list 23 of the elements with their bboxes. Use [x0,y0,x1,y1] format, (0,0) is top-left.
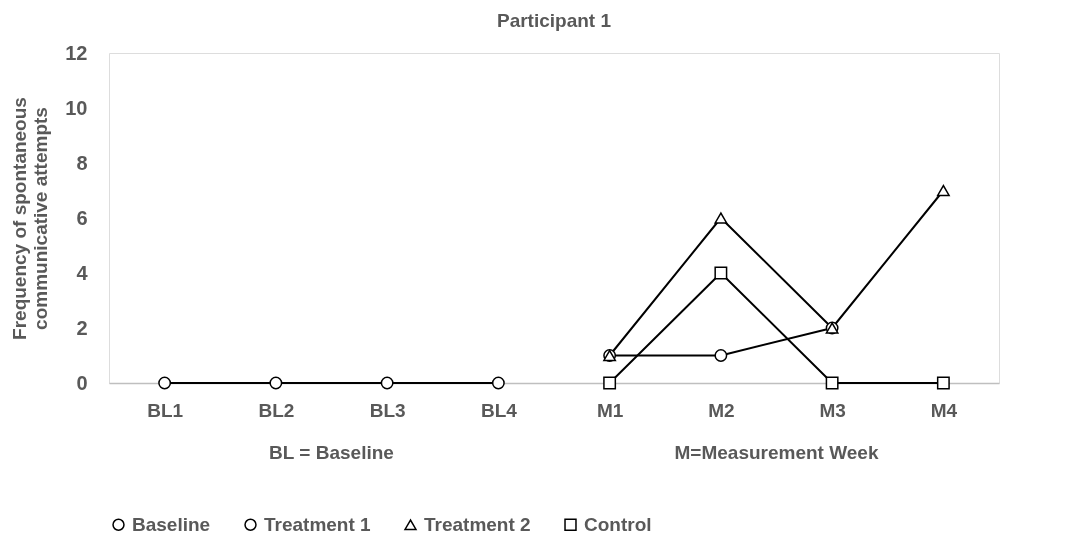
x-tick-label: M4 [930,399,958,421]
x-tick-label: M3 [819,399,846,421]
x-tick-label: BL2 [258,399,295,421]
y-tick-label: 8 [76,151,88,174]
y-tick-label: 10 [65,96,88,119]
y-tick-label: 2 [76,316,88,339]
y-tick-label: 12 [65,41,88,64]
x-tick-label: BL3 [369,399,406,421]
x-tick-label: M1 [596,399,624,421]
legend-label: Baseline [132,513,211,535]
y-tick-label: 6 [76,206,88,229]
chart-title: Participant 1 [496,10,612,31]
x-tick-label: BL1 [147,399,184,421]
legend-label: Treatment 2 [424,513,531,535]
legend-label: Control [584,513,652,535]
y-tick-label: 0 [76,371,88,394]
x-tick-label: M2 [708,399,735,421]
x-tick-label: BL4 [480,399,518,421]
y-axis-title: Frequency of spontaneous communicative attempts [9,97,52,340]
text: M=Measurement Week [674,442,879,463]
y-tick-label: 4 [76,261,89,284]
text: BL = Baseline [269,442,394,463]
legend-label: Treatment 1 [264,513,372,535]
